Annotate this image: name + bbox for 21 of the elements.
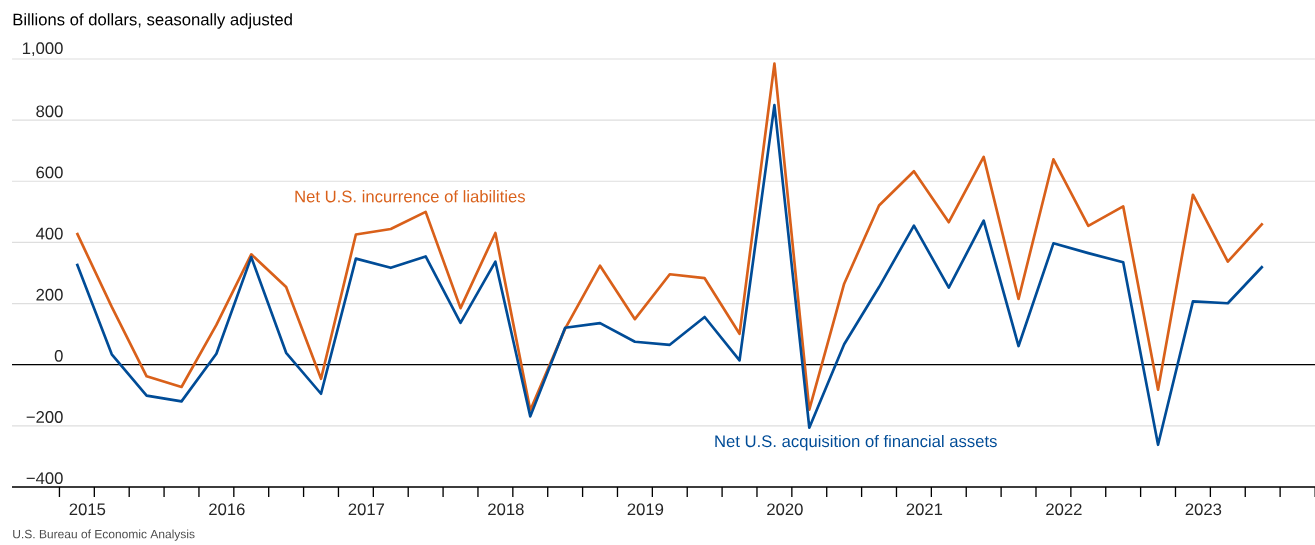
- y-tick-label: 0: [54, 349, 63, 362]
- y-axis-title: Billions of dollars, seasonally adjusted: [13, 13, 292, 29]
- x-tick-label: 2017: [348, 503, 385, 516]
- x-tick-label: 2020: [767, 503, 803, 516]
- x-tick-label: 2022: [1046, 503, 1082, 516]
- text: U.S. Bureau of Economic Analysis: [13, 529, 195, 541]
- x-tick-label: 2021: [906, 503, 943, 516]
- x-tick-label: 2019: [627, 503, 664, 516]
- y-tick-label: 1,000: [22, 42, 63, 57]
- y-tick-label: 800: [36, 105, 63, 118]
- y-tick-label: −200: [26, 411, 63, 423]
- x-tick-label: 2016: [209, 503, 245, 516]
- series-label: Net U.S. incurrence of liabilities: [295, 190, 526, 203]
- x-tick-label: 2015: [69, 503, 106, 516]
- text: Net U.S. acquisition of financial assets: [715, 434, 997, 451]
- x-tick-label: 2023: [1185, 503, 1222, 516]
- y-tick-label: −400: [26, 472, 63, 485]
- x-tick-label: 2018: [488, 503, 524, 516]
- y-tick-label: 200: [36, 288, 63, 301]
- y-tick-label: 600: [36, 166, 63, 179]
- y-tick-label: 400: [35, 227, 63, 240]
